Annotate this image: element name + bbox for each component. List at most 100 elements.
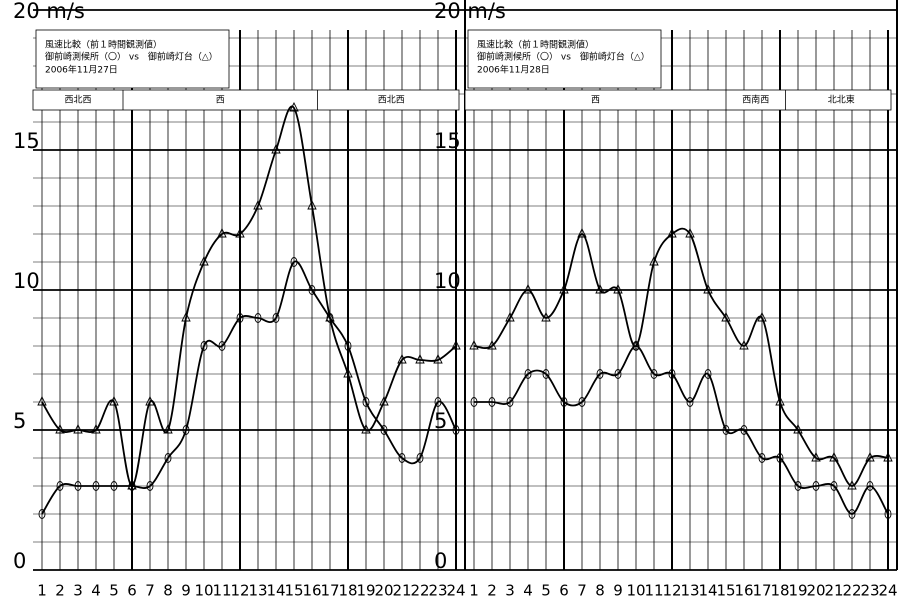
x-tick-label: 12 — [230, 582, 249, 600]
lighthouse-point — [145, 395, 155, 406]
x-tick-label: 19 — [356, 582, 375, 600]
station-point — [524, 369, 532, 379]
y-tick-label: 0 — [13, 549, 26, 573]
station-point — [74, 481, 82, 491]
lighthouse-point — [829, 451, 839, 462]
direction-label: 西南西 — [742, 94, 769, 106]
station-point — [668, 369, 676, 379]
lighthouse-point — [91, 423, 101, 434]
lighthouse-point — [883, 451, 893, 462]
station-point — [416, 453, 424, 463]
x-tick-label: 8 — [595, 582, 605, 600]
y-tick-label: 20 m/s — [434, 0, 506, 23]
station-point — [290, 257, 298, 267]
x-tick-label: 11 — [644, 582, 663, 600]
station-point — [830, 481, 838, 491]
x-tick-label: 23 — [428, 582, 447, 600]
x-tick-label: 22 — [842, 582, 861, 600]
lighthouse-point — [865, 451, 875, 462]
x-tick-label: 15 — [716, 582, 735, 600]
station-point — [434, 397, 442, 407]
y-tick-label: 0 — [434, 549, 447, 573]
x-tick-label: 23 — [860, 582, 879, 600]
direction-label: 西 — [591, 95, 600, 106]
y-tick-label: 10 — [13, 269, 40, 293]
station-point — [488, 397, 496, 407]
y-tick-label: 5 — [434, 409, 447, 433]
y-tick-label: 20 m/s — [13, 0, 85, 23]
x-tick-label: 24 — [446, 582, 465, 600]
chart-date: 2006年11月27日 — [45, 64, 118, 76]
station-point — [740, 425, 748, 435]
station-point — [236, 313, 244, 323]
lighthouse-point — [37, 395, 47, 406]
lighthouse-point — [793, 423, 803, 434]
x-tick-label: 2 — [487, 582, 497, 600]
station-point — [758, 453, 766, 463]
lighthouse-point — [325, 311, 335, 322]
station-point — [578, 397, 586, 407]
station-point — [380, 425, 388, 435]
lighthouse-point — [271, 143, 281, 154]
lighthouse-point — [253, 199, 263, 210]
station-point — [776, 453, 784, 463]
x-tick-label: 17 — [752, 582, 771, 600]
lighthouse-point — [181, 311, 191, 322]
station-point — [470, 397, 478, 407]
lighthouse-point — [541, 311, 551, 322]
x-tick-label: 8 — [163, 582, 173, 600]
x-tick-label: 21 — [824, 582, 843, 600]
chart-date: 2006年11月28日 — [477, 64, 550, 76]
station-point — [92, 481, 100, 491]
lighthouse-point — [235, 227, 245, 238]
lighthouse-point — [415, 353, 425, 364]
lighthouse-point — [613, 283, 623, 294]
chart-subtitle: 御前崎測候所（〇） vs 御前崎灯台（△） — [477, 51, 650, 63]
lighthouse-point — [397, 353, 407, 364]
direction-label: 西 — [216, 95, 225, 106]
x-tick-label: 9 — [613, 582, 623, 600]
station-point — [200, 341, 208, 351]
x-tick-label: 19 — [788, 582, 807, 600]
x-tick-label: 4 — [523, 582, 533, 600]
lighthouse-point — [163, 423, 173, 434]
x-tick-label: 3 — [73, 582, 83, 600]
series-line — [41, 105, 457, 487]
x-tick-label: 17 — [320, 582, 339, 600]
x-tick-label: 10 — [194, 582, 213, 600]
lighthouse-point — [505, 311, 515, 322]
chart-title: 風速比較（前１時間観測値） — [477, 39, 594, 51]
lighthouse-point — [343, 367, 353, 378]
lighthouse-point — [109, 395, 119, 406]
lighthouse-point — [523, 283, 533, 294]
station-point — [704, 369, 712, 379]
x-tick-label: 7 — [145, 582, 155, 600]
x-tick-label: 15 — [284, 582, 303, 600]
lighthouse-point — [739, 339, 749, 350]
lighthouse-point — [721, 311, 731, 322]
lighthouse-point — [631, 339, 641, 350]
series-line — [473, 227, 889, 487]
title-box — [467, 29, 662, 89]
lighthouse-point — [289, 101, 299, 112]
lighthouse-point — [559, 283, 569, 294]
x-tick-label: 13 — [680, 582, 699, 600]
station-point — [110, 481, 118, 491]
station-point — [686, 397, 694, 407]
station-point — [650, 369, 658, 379]
chart-subtitle: 御前崎測候所（〇） vs 御前崎灯台（△） — [45, 51, 218, 63]
station-point — [722, 425, 730, 435]
x-tick-label: 6 — [559, 582, 569, 600]
chart-title: 風速比較（前１時間観測値） — [45, 39, 162, 51]
lighthouse-point — [487, 339, 497, 350]
lighthouse-point — [811, 451, 821, 462]
lighthouse-point — [127, 479, 137, 490]
station-point — [308, 285, 316, 295]
station-point — [146, 481, 154, 491]
station-point — [452, 425, 460, 435]
station-point — [794, 481, 802, 491]
x-tick-label: 6 — [127, 582, 137, 600]
x-tick-label: 2 — [55, 582, 65, 600]
lighthouse-point — [217, 227, 227, 238]
station-point — [56, 481, 64, 491]
